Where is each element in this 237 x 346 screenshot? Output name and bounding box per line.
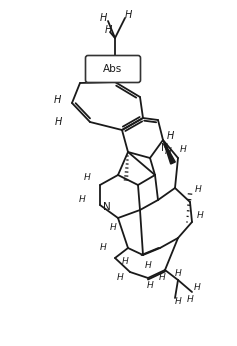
Text: H: H bbox=[145, 261, 151, 270]
Text: H: H bbox=[99, 13, 107, 23]
Text: Abs: Abs bbox=[103, 64, 123, 74]
Text: H: H bbox=[117, 273, 123, 282]
Text: H: H bbox=[187, 295, 193, 304]
Text: H: H bbox=[195, 185, 201, 194]
Text: H: H bbox=[100, 244, 106, 253]
Text: H: H bbox=[122, 257, 128, 266]
Text: N: N bbox=[103, 202, 111, 212]
Text: H: H bbox=[104, 25, 112, 35]
Text: H: H bbox=[79, 195, 85, 204]
Text: H: H bbox=[166, 131, 174, 141]
Text: N: N bbox=[161, 143, 169, 153]
Text: H: H bbox=[54, 117, 62, 127]
Text: H: H bbox=[175, 268, 181, 277]
Text: H: H bbox=[165, 147, 171, 156]
Text: H: H bbox=[124, 10, 132, 20]
Text: H: H bbox=[84, 173, 90, 182]
Text: H: H bbox=[147, 281, 153, 290]
FancyBboxPatch shape bbox=[86, 55, 141, 82]
Text: H: H bbox=[194, 283, 200, 292]
Text: H: H bbox=[175, 298, 181, 307]
Text: H: H bbox=[180, 146, 186, 155]
Text: H: H bbox=[53, 95, 61, 105]
Polygon shape bbox=[163, 140, 175, 164]
Text: H: H bbox=[197, 210, 203, 219]
Text: H: H bbox=[159, 273, 165, 282]
Text: H: H bbox=[110, 224, 116, 233]
